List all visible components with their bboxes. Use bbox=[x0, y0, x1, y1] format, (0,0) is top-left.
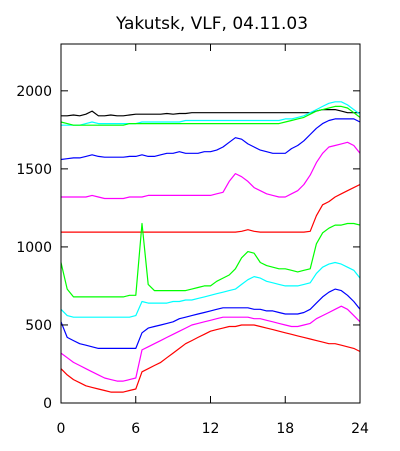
y-tick-label: 0 bbox=[43, 396, 52, 412]
series-line-4 bbox=[60, 118, 361, 161]
series-line-9 bbox=[60, 288, 361, 349]
series-line-10 bbox=[60, 305, 361, 382]
y-tick-label: 2000 bbox=[16, 84, 52, 100]
series-line-2 bbox=[61, 101, 361, 126]
plot-frame bbox=[60, 43, 361, 404]
y-tick-label: 1500 bbox=[16, 162, 52, 178]
y-tick-label: 500 bbox=[25, 318, 52, 334]
x-tick-label: 0 bbox=[57, 421, 66, 437]
x-tick-label: 24 bbox=[351, 421, 369, 437]
series-line-7 bbox=[60, 222, 361, 298]
series-line-3 bbox=[60, 105, 361, 126]
x-tick-label: 12 bbox=[202, 421, 220, 437]
series-layer bbox=[60, 101, 361, 393]
chart-title: Yakutsk, VLF, 04.11.03 bbox=[115, 14, 308, 34]
x-tick-label: 18 bbox=[276, 421, 294, 437]
axis-layer: 0 6 12 18 24 0 500 1000 1500 2000 bbox=[16, 44, 369, 437]
series-line-11 bbox=[60, 324, 361, 393]
series-line-8 bbox=[60, 261, 361, 318]
y-tick-label: 1000 bbox=[16, 240, 52, 256]
series-line-5 bbox=[61, 141, 361, 200]
series-line-6 bbox=[61, 183, 361, 233]
x-tick-label: 6 bbox=[131, 421, 140, 437]
